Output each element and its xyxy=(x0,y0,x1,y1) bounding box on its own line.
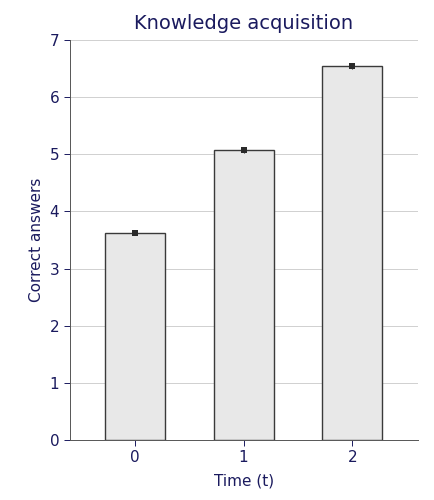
Y-axis label: Correct answers: Correct answers xyxy=(29,178,44,302)
Bar xyxy=(105,232,164,440)
X-axis label: Time (t): Time (t) xyxy=(213,474,273,489)
Bar xyxy=(213,150,273,440)
Bar xyxy=(322,66,381,440)
Title: Knowledge acquisition: Knowledge acquisition xyxy=(134,14,352,33)
